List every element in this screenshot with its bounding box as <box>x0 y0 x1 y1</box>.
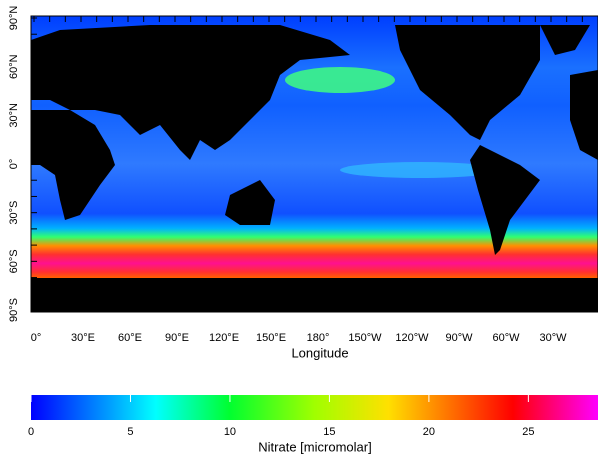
lat-tick-label: 0° <box>8 159 20 170</box>
lon-tick-label: 30°E <box>71 332 95 344</box>
colorbar-tick-label: 25 <box>522 426 534 438</box>
lon-tick-label: 180° <box>307 332 330 344</box>
colorbar-tick-label: 0 <box>28 426 34 438</box>
colorbar-tick-label: 5 <box>127 426 133 438</box>
lon-tick-label: 60°W <box>492 332 520 344</box>
lat-tick-label: 90°N <box>8 6 20 31</box>
lon-tick-label: 0° <box>31 332 42 344</box>
tick-marks <box>31 16 598 312</box>
lon-tick-label: 120°W <box>395 332 429 344</box>
lon-tick-label: 120°E <box>209 332 239 344</box>
north-pacific-high <box>285 67 395 93</box>
lon-tick-label: 150°W <box>348 332 382 344</box>
lat-tick-label: 60°N <box>8 54 20 79</box>
lon-tick-label: 60°E <box>118 332 142 344</box>
lat-tick-label: 30°N <box>8 103 20 128</box>
lon-tick-label: 150°E <box>256 332 286 344</box>
colorbar-tick-label: 20 <box>423 426 435 438</box>
lon-tick-label: 30°W <box>539 332 567 344</box>
map <box>30 15 598 313</box>
x-axis-label: Longitude <box>291 345 348 360</box>
lat-tick-label: 30°S <box>8 201 20 225</box>
colorbar <box>31 395 598 420</box>
colorbar-tick-label: 10 <box>224 426 236 438</box>
colorbar-tick-label: 15 <box>323 426 335 438</box>
lon-tick-label: 90°W <box>445 332 473 344</box>
lat-tick-label: 60°S <box>8 249 20 273</box>
colorbar-label: Nitrate [micromolar] <box>258 439 371 454</box>
lon-tick-label: 90°E <box>165 332 189 344</box>
equatorial-band <box>340 162 500 178</box>
lat-tick-label: 90°S <box>8 298 20 322</box>
